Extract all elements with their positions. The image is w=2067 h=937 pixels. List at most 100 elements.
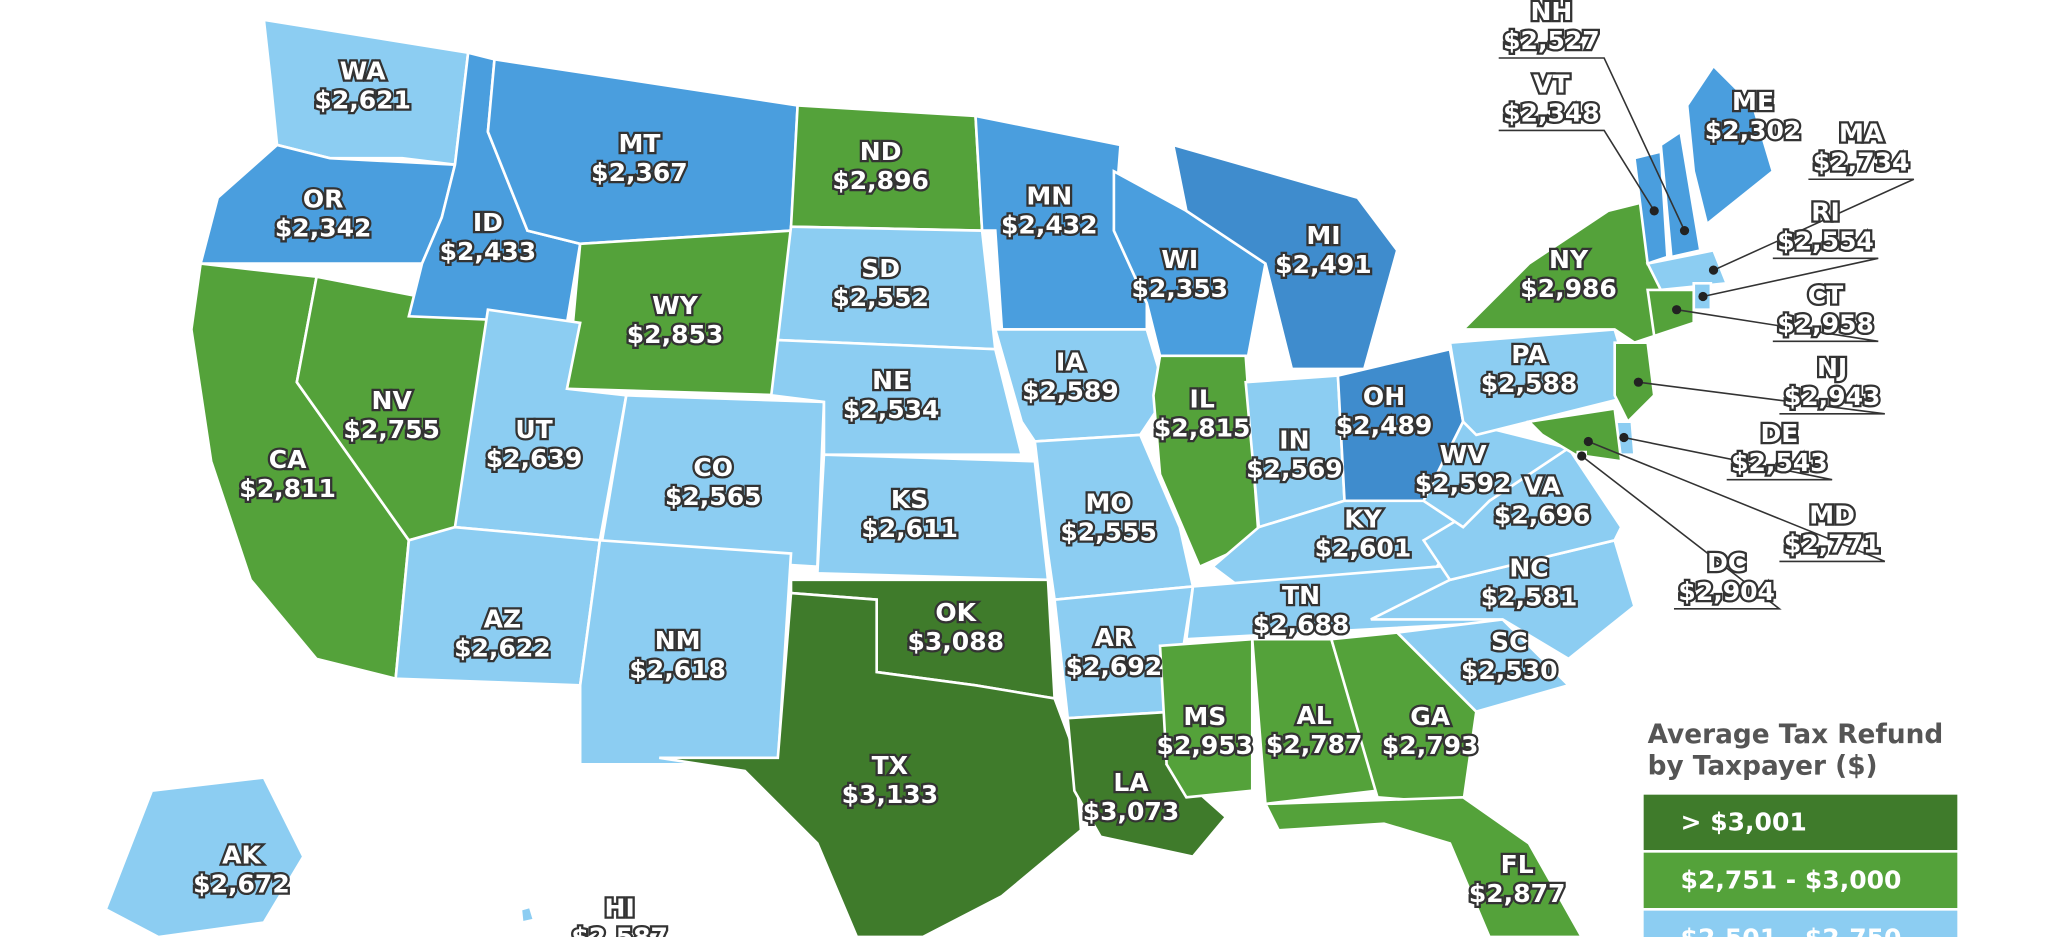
state-refund: $2,815 xyxy=(1154,414,1251,443)
state-refund: $2,527 xyxy=(1503,26,1600,55)
state-abbr: RI xyxy=(1811,197,1840,226)
state-abbr: PA xyxy=(1511,340,1547,369)
state-refund: $2,688 xyxy=(1253,610,1350,639)
state-refund: $2,755 xyxy=(343,415,440,444)
state-shape xyxy=(394,525,602,687)
state-abbr: AZ xyxy=(484,605,522,634)
state-refund: $2,904 xyxy=(1678,577,1775,606)
state-refund: $2,555 xyxy=(1060,518,1157,547)
state-refund: $2,587 xyxy=(571,922,668,937)
state-abbr: ND xyxy=(860,137,902,166)
state-abbr: NC xyxy=(1509,553,1548,582)
state-abbr: SC xyxy=(1491,627,1527,656)
state-refund: $2,811 xyxy=(239,474,336,503)
state-abbr: UT xyxy=(515,415,552,444)
state-abbr: TN xyxy=(1282,581,1320,610)
callout-dot xyxy=(1633,377,1644,387)
state-refund: $2,618 xyxy=(629,655,726,684)
state-shape xyxy=(578,538,793,766)
callout-line xyxy=(1676,308,1879,343)
state-abbr: TX xyxy=(872,751,908,780)
state-shape xyxy=(1394,618,1572,714)
state-abbr: WV xyxy=(1440,440,1488,469)
state-shape xyxy=(1632,149,1669,266)
state-refund: $2,696 xyxy=(1494,501,1591,530)
state-abbr: HI xyxy=(605,893,635,922)
state-refund: $2,601 xyxy=(1315,534,1412,563)
state-abbr: OR xyxy=(303,184,344,213)
state-shape xyxy=(1646,288,1696,338)
callout-dot xyxy=(1583,436,1593,447)
state-refund: $2,771 xyxy=(1784,530,1881,559)
state-refund: $2,986 xyxy=(1520,274,1617,303)
state-refund: $2,592 xyxy=(1415,469,1512,498)
callout-dot xyxy=(1649,206,1659,216)
state-shape xyxy=(1685,63,1775,227)
state-abbr: NH xyxy=(1530,0,1572,26)
state-refund: $3,073 xyxy=(1083,797,1180,826)
callout-line xyxy=(1498,129,1655,212)
state-abbr: MN xyxy=(1026,182,1072,211)
state-abbr: ME xyxy=(1732,87,1774,116)
legend-title: by Taxpayer ($) xyxy=(1648,751,1878,781)
callout-dot xyxy=(1672,305,1682,315)
state-refund: $2,958 xyxy=(1777,310,1874,339)
state-refund: $2,554 xyxy=(1777,226,1874,255)
state-abbr: SD xyxy=(861,254,900,283)
state-abbr: OH xyxy=(1363,382,1405,411)
state-refund: $2,353 xyxy=(1132,274,1229,303)
state-abbr: WA xyxy=(340,56,386,85)
state-abbr: WY xyxy=(652,291,699,320)
state-abbr: MS xyxy=(1183,702,1226,731)
state-abbr: AR xyxy=(1095,623,1134,652)
state-abbr: NV xyxy=(372,386,413,415)
state-abbr: NM xyxy=(655,626,701,655)
callout-dot xyxy=(1708,265,1719,275)
callout-line xyxy=(1713,178,1915,271)
state-abbr: DE xyxy=(1760,419,1798,448)
state-refund: $2,853 xyxy=(627,320,724,349)
state-refund: $2,611 xyxy=(861,514,958,543)
state-refund: $2,543 xyxy=(1731,448,1828,477)
legend-swatch xyxy=(1643,852,1958,909)
state-refund: $2,348 xyxy=(1503,99,1600,128)
state-refund: $2,489 xyxy=(1336,411,1433,440)
state-abbr: VA xyxy=(1524,472,1562,501)
state-refund: $2,787 xyxy=(1266,730,1363,759)
state-abbr: GA xyxy=(1410,702,1451,731)
state-abbr: MO xyxy=(1086,489,1132,518)
state-refund: $2,877 xyxy=(1469,879,1566,908)
states xyxy=(104,18,1775,937)
state-refund: $2,491 xyxy=(1275,250,1372,279)
state-refund: $2,569 xyxy=(1246,454,1343,483)
state-refund: $2,588 xyxy=(1481,369,1578,398)
callout-dot xyxy=(1698,291,1708,302)
state-shape xyxy=(1448,328,1637,437)
state-abbr: CA xyxy=(269,445,307,474)
state-abbr: IN xyxy=(1279,425,1309,454)
state-shape xyxy=(1526,407,1623,463)
state-refund: $3,133 xyxy=(842,780,939,809)
state-refund: $2,552 xyxy=(832,283,929,312)
legend-label: $2,501 - $2,750 xyxy=(1681,924,1902,937)
callout-dot xyxy=(1619,432,1629,443)
state-refund: $2,639 xyxy=(486,444,583,473)
state-refund: $2,302 xyxy=(1705,116,1802,145)
legend: Average Tax Refund by Taxpayer ($) > $3,… xyxy=(1643,720,1958,937)
state-shape xyxy=(104,776,305,937)
state-refund: $2,565 xyxy=(665,482,762,511)
state-refund: $2,589 xyxy=(1022,377,1119,406)
state-abbr: NJ xyxy=(1817,353,1847,382)
legend-label: > $3,001 xyxy=(1681,808,1807,837)
state-shape xyxy=(519,905,536,925)
state-abbr: WI xyxy=(1161,245,1198,274)
state-abbr: MI xyxy=(1306,221,1340,250)
callout-dot xyxy=(1577,451,1587,461)
state-abbr: AK xyxy=(222,841,262,870)
state-abbr: MT xyxy=(618,129,660,158)
callout-line xyxy=(1702,257,1879,298)
state-refund: $2,534 xyxy=(843,395,940,424)
state-refund: $2,622 xyxy=(454,634,551,663)
state-refund: $2,433 xyxy=(440,237,537,266)
